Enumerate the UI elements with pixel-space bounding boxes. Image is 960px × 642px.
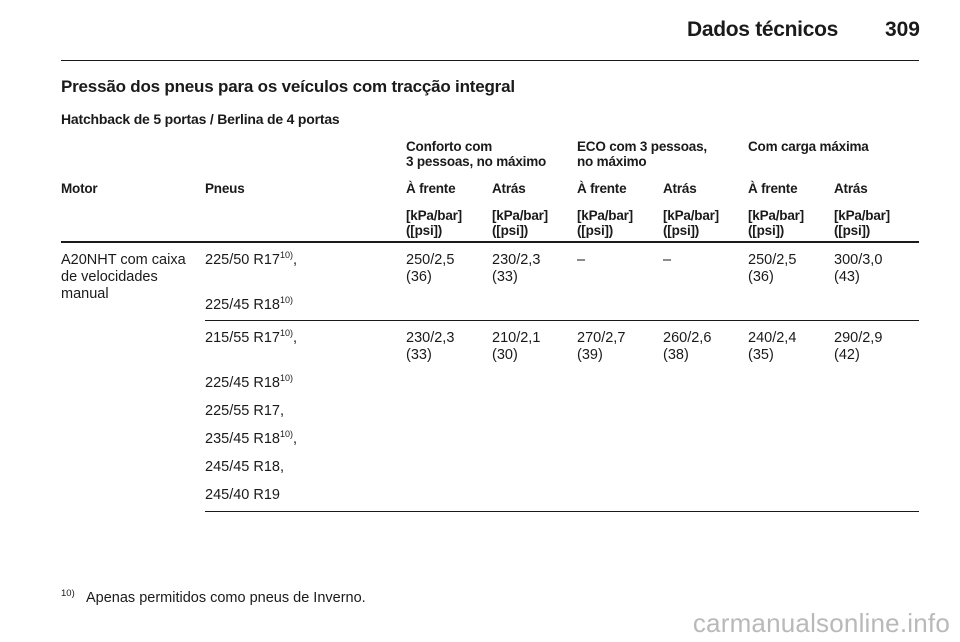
pressure-value: 210/2,1 (30) <box>492 330 541 363</box>
page-number: 309 <box>884 18 920 41</box>
motor-cell: A20NHT com caixa de velocidades manual <box>61 252 186 302</box>
table-header-rule <box>61 241 919 243</box>
tyre-size: 225/50 R1710), <box>205 250 298 269</box>
pressure-value: 250/2,5 (36) <box>748 252 797 285</box>
pressure-value: 260/2,6 (38) <box>663 330 712 363</box>
section-subtitle: Hatchback de 5 portas / Berlina de 4 por… <box>61 111 340 127</box>
unit-header: [kPa/bar] ([psi]) <box>834 208 890 238</box>
pressure-value: 240/2,4 (35) <box>748 330 797 363</box>
tyre-size: 215/55 R1710), <box>205 328 298 347</box>
tyre-size: 245/40 R19 <box>205 487 280 503</box>
unit-header: [kPa/bar] ([psi]) <box>577 208 633 238</box>
pressure-value: 300/3,0 (43) <box>834 252 883 285</box>
column-header-rear: Atrás <box>492 181 526 196</box>
group-header-eco: ECO com 3 pessoas, no máximo <box>577 139 707 169</box>
column-header-rear: Atrás <box>834 181 868 196</box>
unit-header: [kPa/bar] ([psi]) <box>748 208 804 238</box>
tyre-size: 235/45 R1810), <box>205 429 298 448</box>
chapter-title: Dados técnicos <box>686 18 838 41</box>
unit-header: [kPa/bar] ([psi]) <box>406 208 462 238</box>
unit-header: [kPa/bar] ([psi]) <box>492 208 548 238</box>
tyre-size: 245/45 R18, <box>205 459 285 475</box>
column-header-front: À frente <box>748 181 798 196</box>
watermark: carmanualsonline.info <box>692 608 950 638</box>
group-header-comfort: Conforto com 3 pessoas, no máximo <box>406 139 547 169</box>
column-header-rear: Atrás <box>663 181 697 196</box>
header-rule <box>61 60 919 61</box>
group-header-full-load: Com carga máxima <box>748 139 869 154</box>
footnote-number: 10) <box>61 588 75 599</box>
pressure-value: 250/2,5 (36) <box>406 252 455 285</box>
column-header-motor: Motor <box>61 181 98 196</box>
tyre-size: 225/55 R17, <box>205 403 285 419</box>
column-header-front: À frente <box>577 181 627 196</box>
column-header-tyres: Pneus <box>205 181 245 196</box>
table-bottom-rule <box>205 511 919 512</box>
pressure-value: 230/2,3 (33) <box>492 252 541 285</box>
pressure-value: 230/2,3 (33) <box>406 330 455 363</box>
section-title: Pressão dos pneus para os veículos com t… <box>61 77 515 96</box>
pressure-value: 270/2,7 (39) <box>577 330 626 363</box>
unit-header: [kPa/bar] ([psi]) <box>663 208 719 238</box>
pressure-value: – <box>663 252 672 268</box>
column-header-front: À frente <box>406 181 456 196</box>
footnote-text: Apenas permitidos como pneus de Inverno. <box>86 590 366 606</box>
pressure-value: 290/2,9 (42) <box>834 330 883 363</box>
pressure-value: – <box>577 252 586 268</box>
tyre-size: 225/45 R1810) <box>205 373 293 392</box>
row-divider <box>205 320 919 321</box>
tyre-size: 225/45 R1810) <box>205 295 293 314</box>
